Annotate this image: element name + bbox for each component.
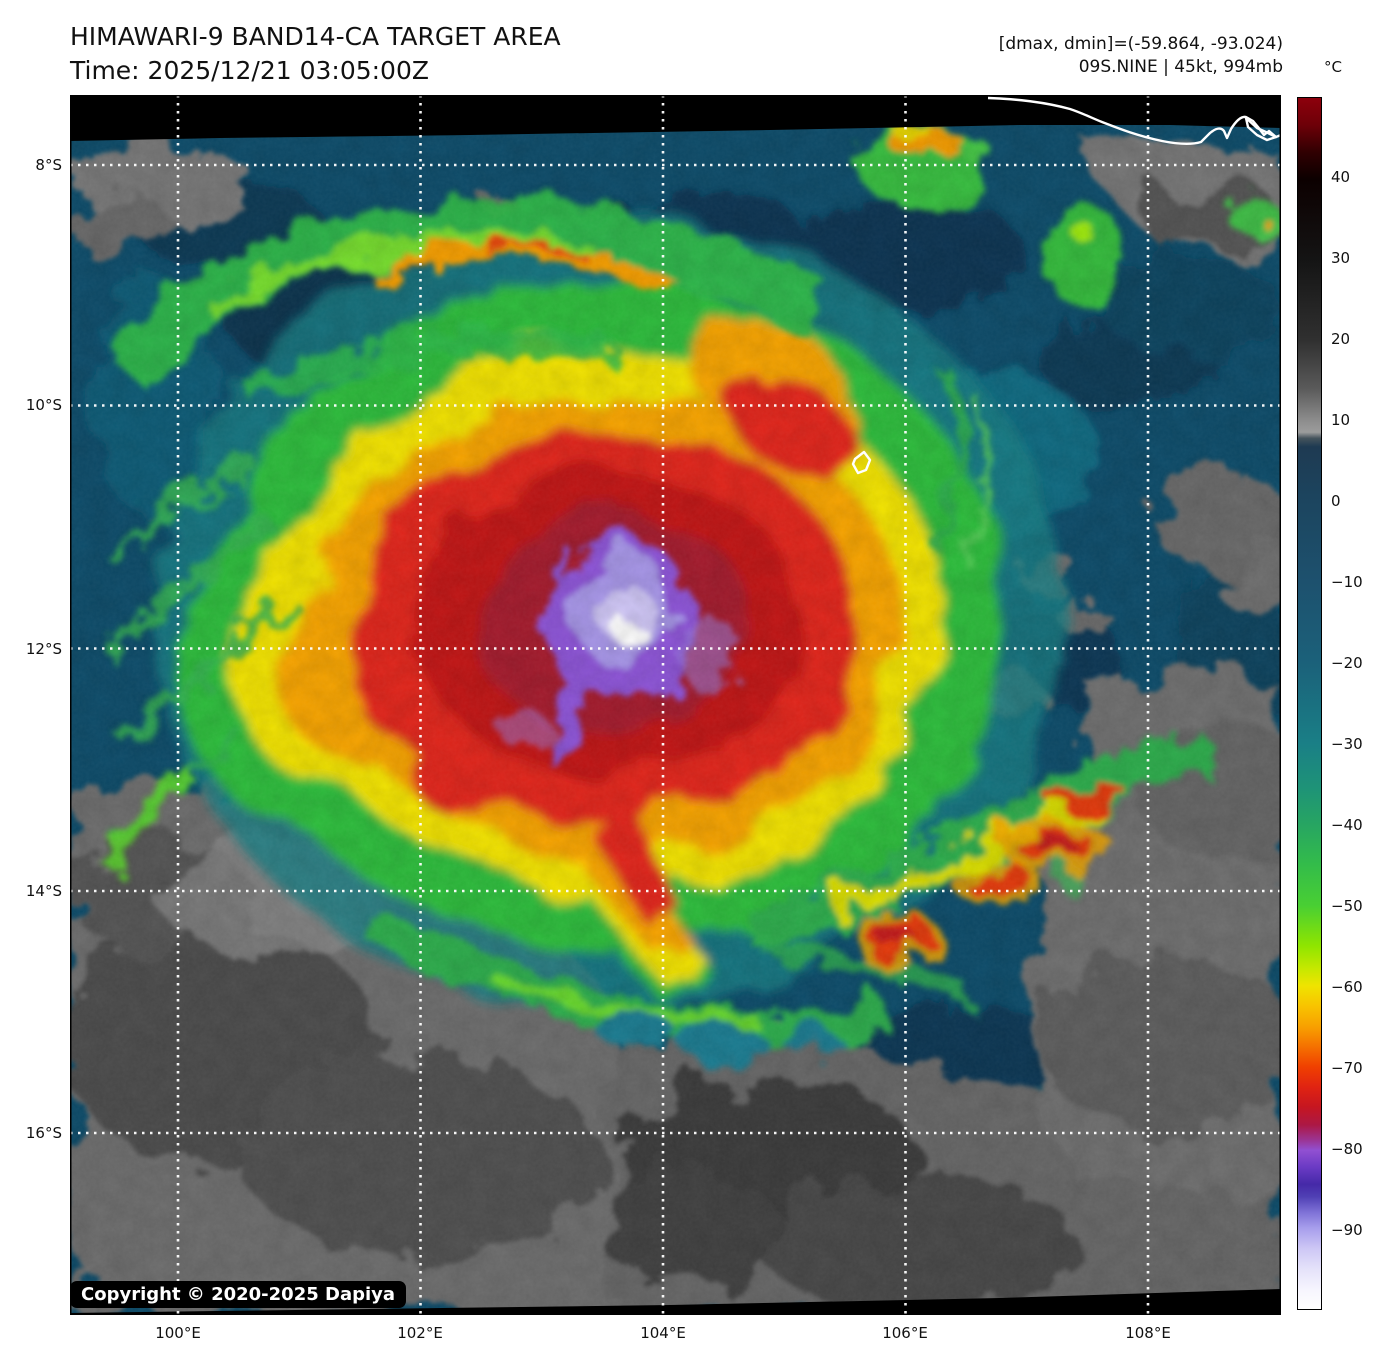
colorbar-tick: −80 [1331, 1140, 1363, 1158]
colorbar-tick: −70 [1331, 1059, 1363, 1077]
graticule-gridlines [70, 95, 1281, 1315]
lon-tick-label: 102°E [397, 1324, 443, 1342]
storm-intensity-readout: 09S.NINE | 45kt, 994mb [1078, 57, 1283, 77]
colorbar-tick: −20 [1331, 654, 1363, 672]
lat-tick-label: 16°S [25, 1124, 62, 1142]
map-frame [70, 95, 1281, 1315]
lat-tick-label: 14°S [25, 882, 62, 900]
no-data-band-top [70, 95, 1281, 141]
colorbar-tick: −30 [1331, 735, 1363, 753]
temperature-colorbar [1297, 97, 1322, 1310]
colorbar-tick: 0 [1331, 492, 1341, 510]
satellite-ir-map [70, 95, 1281, 1315]
lon-tick-label: 100°E [155, 1324, 201, 1342]
lat-tick-label: 10°S [25, 396, 62, 414]
colorbar-tick: 20 [1331, 330, 1351, 348]
page-title: HIMAWARI-9 BAND14-CA TARGET AREA [70, 22, 561, 51]
annotation-block: [dmax, dmin]=(-59.864, -93.024) 09S.NINE… [999, 33, 1283, 79]
colorbar-unit-label: °C [1324, 58, 1342, 76]
colorbar-tick: −10 [1331, 573, 1363, 591]
coastline [851, 96, 1281, 475]
lat-tick-label: 12°S [25, 640, 62, 658]
colorbar-tick: −60 [1331, 978, 1363, 996]
no-data-band-bottom [70, 1289, 1281, 1315]
colorbar-tick: −50 [1331, 897, 1363, 915]
lon-tick-label: 104°E [640, 1324, 686, 1342]
title-block: HIMAWARI-9 BAND14-CA TARGET AREA Time: 2… [70, 20, 561, 88]
colorbar-tick: 10 [1331, 411, 1351, 429]
colorbar-tick: −40 [1331, 816, 1363, 834]
lat-tick-label: 8°S [35, 156, 62, 174]
colorbar-tick: 40 [1331, 168, 1351, 186]
lon-tick-label: 106°E [882, 1324, 928, 1342]
island-outline [851, 450, 872, 475]
ir-grain-light [70, 95, 1281, 1315]
copyright-badge: Copyright © 2020-2025 Dapiya [70, 1281, 407, 1308]
colorbar-tick: 30 [1331, 249, 1351, 267]
timestamp: Time: 2025/12/21 03:05:00Z [70, 56, 429, 85]
colorbar-tick: −90 [1331, 1221, 1363, 1239]
lon-tick-label: 108°E [1125, 1324, 1171, 1342]
dmax-dmin-readout: [dmax, dmin]=(-59.864, -93.024) [998, 34, 1283, 54]
map-border [70, 95, 1281, 1315]
